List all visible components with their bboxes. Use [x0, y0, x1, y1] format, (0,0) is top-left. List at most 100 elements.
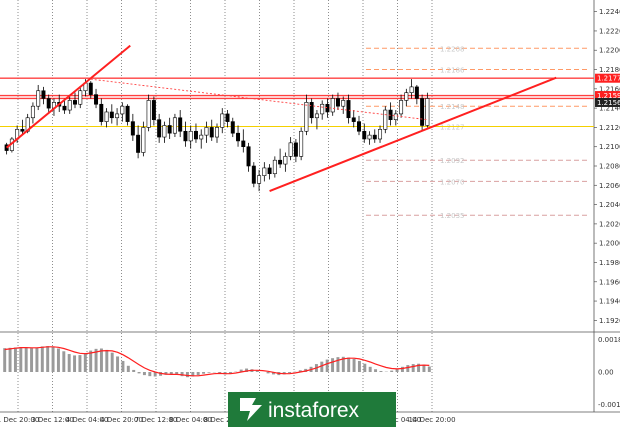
macd-tick-label: 0.00187 — [598, 336, 620, 344]
candle-body — [330, 98, 335, 113]
trendline — [5, 44, 131, 149]
candle-body — [346, 100, 351, 119]
candle-body — [283, 156, 288, 165]
candle-body — [267, 167, 272, 175]
candle-body — [130, 121, 135, 136]
candle-body — [257, 175, 262, 184]
time-tick-label: 14 Dec 20:00 — [408, 416, 455, 424]
horizontal-levels — [0, 77, 594, 127]
trendline — [269, 76, 557, 193]
candle-body — [420, 98, 425, 126]
candle-body — [204, 127, 209, 136]
macd-signal-line — [4, 346, 430, 377]
price-flag-label: 1.2177 — [597, 75, 620, 83]
candle-body — [372, 134, 377, 140]
price-tick-label: 1.1946 — [599, 298, 620, 306]
candle-body — [230, 121, 235, 134]
price-panel-bg — [0, 0, 594, 332]
price-flag — [595, 91, 620, 101]
candle-body — [78, 90, 83, 105]
price-tick-label: 1.1986 — [599, 259, 620, 267]
candle-body — [151, 100, 156, 120]
candle-body — [146, 100, 151, 128]
fibonacci-level-label: 1.2070 — [440, 178, 465, 186]
candle-body — [425, 98, 430, 126]
candle-body — [314, 113, 319, 119]
candle-body — [62, 105, 67, 111]
candle-body — [199, 134, 204, 140]
candle-body — [341, 100, 346, 107]
fibonacci-level-label: 1.2035 — [440, 212, 465, 220]
candle-body — [309, 102, 314, 119]
price-flag — [595, 97, 620, 107]
candle-body — [320, 103, 325, 115]
trendline — [90, 78, 428, 121]
macd-panel — [3, 346, 431, 378]
candle-body — [325, 103, 330, 113]
candle-body — [215, 127, 219, 138]
candle-body — [362, 130, 367, 140]
price-tick-label: 1.2206 — [599, 47, 620, 55]
candle-body — [251, 165, 256, 184]
candle-body — [157, 119, 162, 138]
candle-body — [378, 129, 383, 140]
time-tick-label: 1 Dec 20:00 — [0, 416, 39, 424]
candle-body — [141, 127, 146, 153]
candle-body — [272, 159, 277, 175]
time-tick-label: 4 Dec 04:00 — [66, 416, 109, 424]
price-tick-label: 1.1926 — [599, 317, 620, 325]
price-axis-ticks: 1.22461.22261.22061.21861.21661.21461.21… — [594, 8, 620, 325]
candle-body — [383, 109, 388, 130]
fibonacci-level-label: 1.2148 — [440, 103, 465, 111]
price-tick-label: 1.2186 — [599, 66, 620, 74]
candle-body — [409, 86, 414, 93]
time-tick-label: 7 Dec 12:00 — [135, 416, 178, 424]
candle-body — [20, 129, 25, 132]
candle-body — [73, 100, 77, 105]
candle-body — [36, 90, 41, 107]
candle-body — [351, 117, 356, 122]
candle-body — [162, 125, 167, 138]
candle-body — [178, 117, 183, 132]
candle-body — [236, 132, 241, 142]
candle-body — [404, 92, 409, 101]
candle-body — [94, 94, 99, 105]
candle-body — [104, 111, 109, 122]
candle-body — [41, 90, 46, 99]
candles — [4, 79, 430, 192]
price-tick-label: 1.2086 — [599, 163, 620, 171]
candle-body — [241, 140, 246, 148]
price-flag-label: 1.2156 — [597, 99, 620, 107]
candle-body — [125, 105, 130, 122]
price-tick-label: 1.2026 — [599, 220, 620, 228]
candle-body — [304, 102, 309, 132]
price-tick-label: 1.2146 — [599, 105, 620, 113]
instaforex-logo-icon — [240, 398, 262, 421]
candle-body — [167, 125, 172, 134]
fibonacci-level-label: 1.2208 — [440, 45, 465, 53]
price-tick-label: 1.2006 — [599, 240, 620, 248]
time-tick-label: 3 Dec 12:00 — [31, 416, 74, 424]
price-flag-label: 1.2159 — [597, 92, 620, 100]
price-tick-label: 1.2166 — [599, 85, 620, 93]
candle-body — [115, 113, 120, 119]
price-flag — [595, 73, 620, 83]
fibonacci-level-label: 1.2092 — [440, 157, 465, 165]
candle-body — [399, 100, 404, 115]
candle-body — [120, 105, 125, 115]
candle-body — [67, 100, 72, 111]
candle-body — [188, 130, 193, 142]
candle-body — [209, 127, 214, 138]
candle-body — [367, 134, 372, 140]
candle-body — [109, 111, 114, 119]
time-tick-label: 8 Dec 20:00 — [204, 416, 247, 424]
time-tick-label: 4 Dec 20:00 — [100, 416, 143, 424]
price-tick-label: 1.2226 — [599, 27, 620, 35]
candle-body — [30, 105, 35, 119]
price-tick-label: 1.1966 — [599, 278, 620, 286]
time-tick-label: 8 Dec 04:00 — [169, 416, 212, 424]
price-tick-label: 1.2106 — [599, 143, 620, 151]
